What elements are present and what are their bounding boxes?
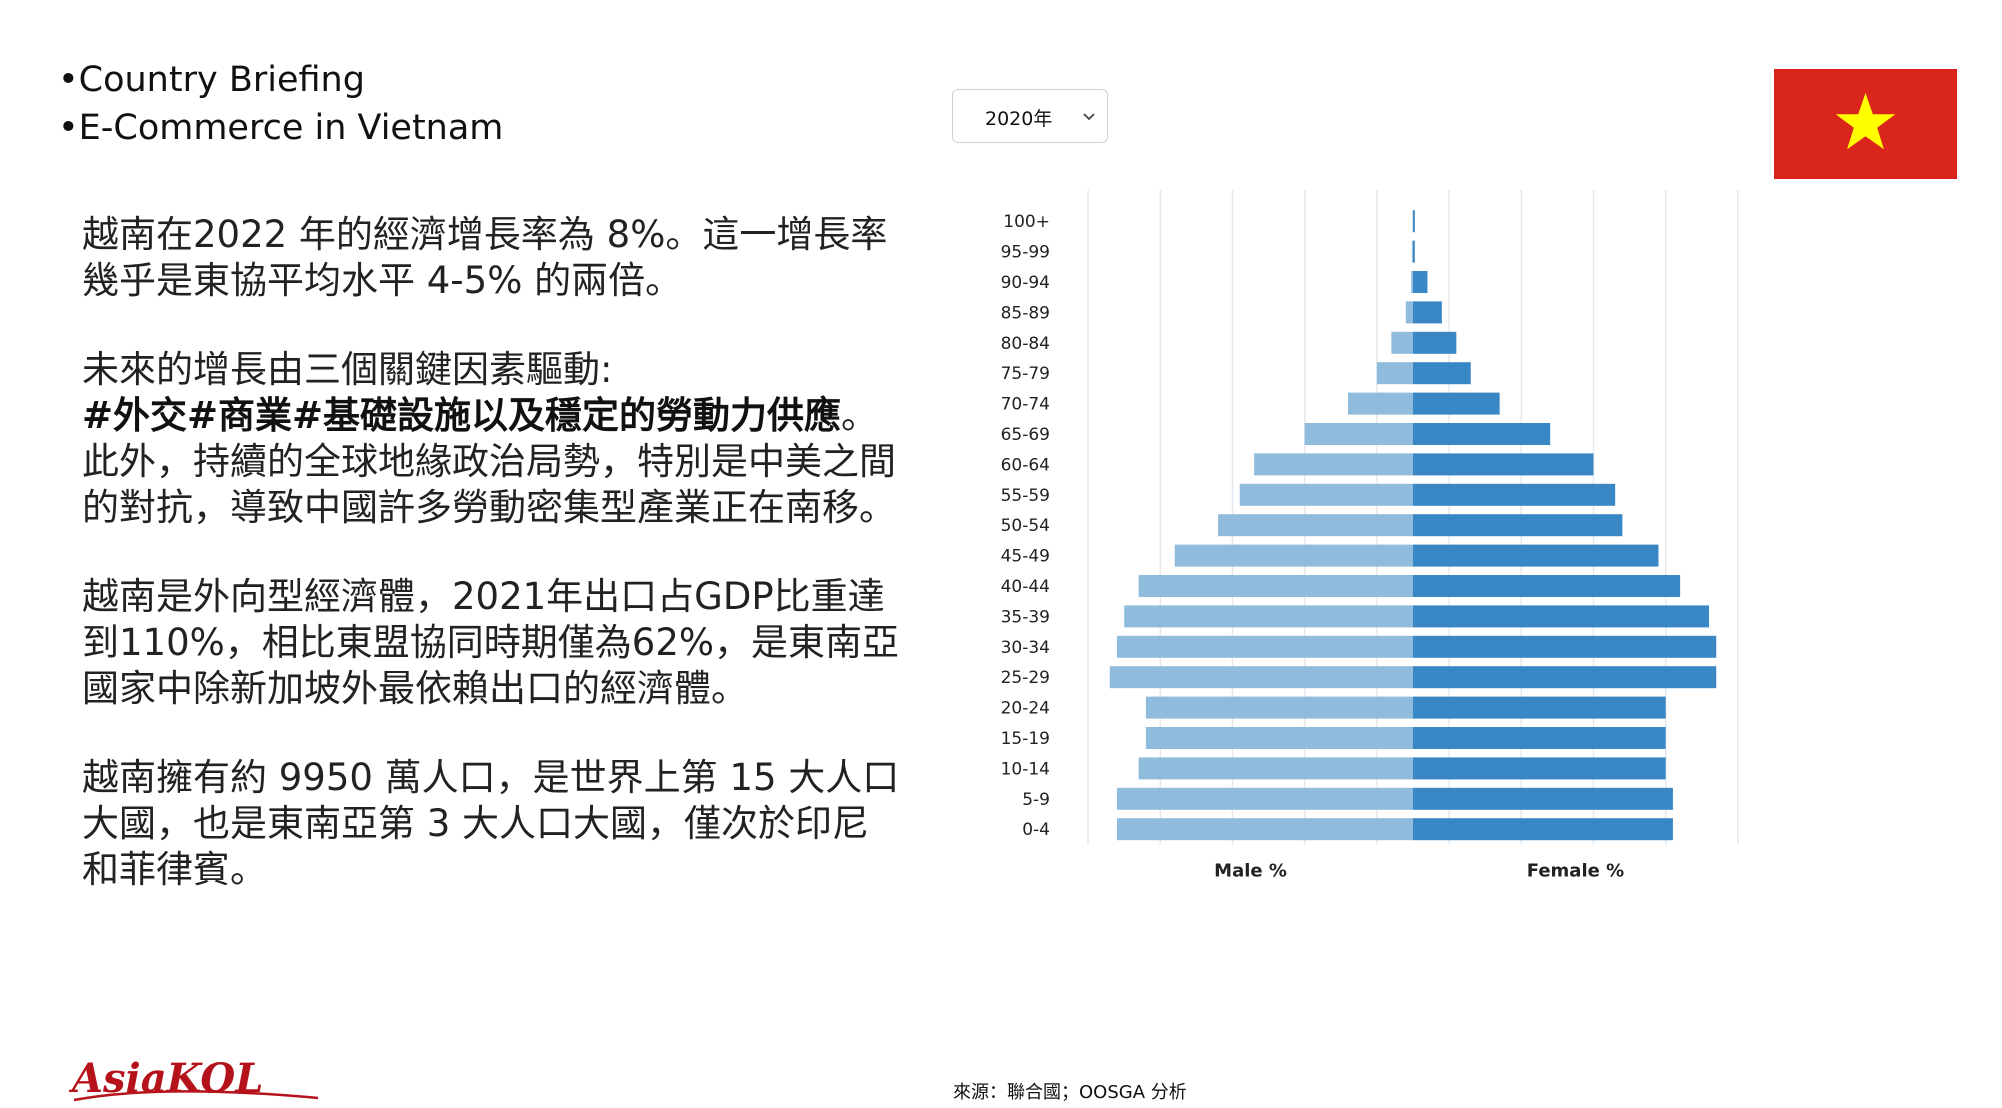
bar-female-70-74 [1413,392,1500,415]
x-axis-label-male: Male % [1214,860,1287,881]
bar-male-90-94 [1411,271,1413,293]
drivers-keywords: #外交#商業#基礎設施以及穩定的勞動力供應 [82,394,842,437]
bar-female-40-44 [1413,575,1681,597]
age-tick-label: 0-4 [1022,820,1050,840]
bar-female-20-24 [1413,696,1666,719]
bar-male-5-9 [1116,787,1413,810]
bar-male-15-19 [1145,727,1413,749]
drivers-detail: 。此外，持續的全球地緣政治局勢，特別是中美之間的對抗，導致中國許多勞動密集型產業… [82,394,896,529]
drivers-intro: 未來的增長由三個關鍵因素驅動: [82,348,613,391]
bar-male-75-79 [1376,362,1413,385]
bar-male-45-49 [1174,544,1413,567]
vietnam-flag [1774,69,1957,179]
bar-female-25-29 [1413,666,1717,689]
age-tick-label: 50-54 [1001,516,1050,536]
bar-male-10-14 [1138,757,1413,780]
year-dropdown-value: 2020年 [985,108,1053,130]
bar-female-95-99 [1413,240,1415,263]
bar-female-55-59 [1413,483,1616,506]
bar-female-100+ [1413,210,1415,233]
age-tick-label: 10-14 [1001,759,1050,779]
age-tick-label: 100+ [1003,212,1050,232]
age-tick-label: 5-9 [1022,790,1050,810]
age-tick-label: 95-99 [1001,243,1050,263]
age-tick-label: 30-34 [1001,638,1050,658]
age-tick-label: 20-24 [1001,699,1050,719]
age-tick-label: 35-39 [1001,607,1050,627]
age-tick-label: 75-79 [1001,364,1050,384]
bar-male-40-44 [1138,575,1413,597]
bar-male-0-4 [1116,818,1413,841]
source-note: 來源：聯合國；OOSGA 分析 [953,1082,1187,1103]
population-pyramid-chart: 100+ 95-99 90-94 85-89 80-84 75-79 70-74 65-69 6… [950,190,1890,1040]
chevron-down-icon [1083,113,1095,121]
bar-female-80-84 [1413,331,1457,354]
bar-female-65-69 [1413,423,1551,445]
bar-female-35-39 [1413,605,1710,628]
bar-male-65-69 [1304,423,1413,445]
bar-female-0-4 [1413,818,1673,841]
bar-male-80-84 [1391,331,1413,354]
bar-female-50-54 [1413,514,1623,537]
age-tick-label: 15-19 [1001,729,1050,749]
age-tick-label: 85-89 [1001,303,1050,323]
bar-male-35-39 [1124,605,1413,628]
briefing-text: 越南在2022 年的經濟增長率為 8%。這一增長率幾乎是東協平均水平 4-5% … [82,212,902,936]
header-line-2: •E-Commerce in Vietnam [58,108,504,148]
population-pyramid-svg: 100+ 95-99 90-94 85-89 80-84 75-79 70-74 65-69 6… [1001,190,1739,881]
svg-text:AsiaKOL: AsiaKOL [68,1058,263,1102]
age-tick-label: 55-59 [1001,486,1050,506]
bar-female-85-89 [1413,301,1442,324]
bar-female-60-64 [1413,453,1594,476]
bar-female-90-94 [1413,271,1428,293]
bar-male-85-89 [1405,301,1413,324]
age-tick-label: 40-44 [1001,577,1050,597]
bar-female-5-9 [1413,787,1673,810]
paragraph-drivers: 未來的增長由三個關鍵因素驅動: #外交#商業#基礎設施以及穩定的勞動力供應。此外，… [82,347,902,531]
bar-female-75-79 [1413,362,1471,385]
age-tick-label: 25-29 [1001,668,1050,688]
age-tick-label: 45-49 [1001,547,1050,567]
year-dropdown[interactable]: 2020年 [952,89,1108,143]
asiakol-logo: AsiaKOL [68,1058,319,1102]
paragraph-exports: 越南是外向型經濟體，2021年出口占GDP比重達到110%，相比東盟協同時期僅為… [82,575,900,710]
bar-male-20-24 [1145,696,1413,719]
bar-male-55-59 [1239,483,1413,506]
paragraph-growth: 越南在2022 年的經濟增長率為 8%。這一增長率幾乎是東協平均水平 4-5% … [82,213,888,302]
age-tick-label: 60-64 [1001,455,1050,475]
paragraph-population: 越南擁有約 9950 萬人口，是世界上第 15 大人口大國，也是東南亞第 3 大… [82,756,900,891]
bar-male-50-54 [1218,514,1413,537]
bar-female-45-49 [1413,544,1659,567]
header: •Country Briefing •E-Commerce in Vietnam [58,56,503,152]
age-tick-label: 80-84 [1001,334,1050,354]
bar-male-60-64 [1254,453,1413,476]
x-axis-label-female: Female % [1527,860,1624,881]
bar-male-95-99 [1411,240,1413,263]
bar-male-30-34 [1116,635,1413,658]
bar-female-30-34 [1413,635,1717,658]
age-tick-label: 90-94 [1001,273,1050,293]
flag-star-icon [1835,93,1896,150]
bar-male-70-74 [1348,392,1413,415]
age-tick-label: 70-74 [1001,395,1050,415]
header-line-1: •Country Briefing [58,60,365,100]
age-tick-label: 65-69 [1001,425,1050,445]
bar-female-15-19 [1413,727,1666,749]
bar-male-25-29 [1109,666,1413,689]
bar-female-10-14 [1413,757,1666,780]
